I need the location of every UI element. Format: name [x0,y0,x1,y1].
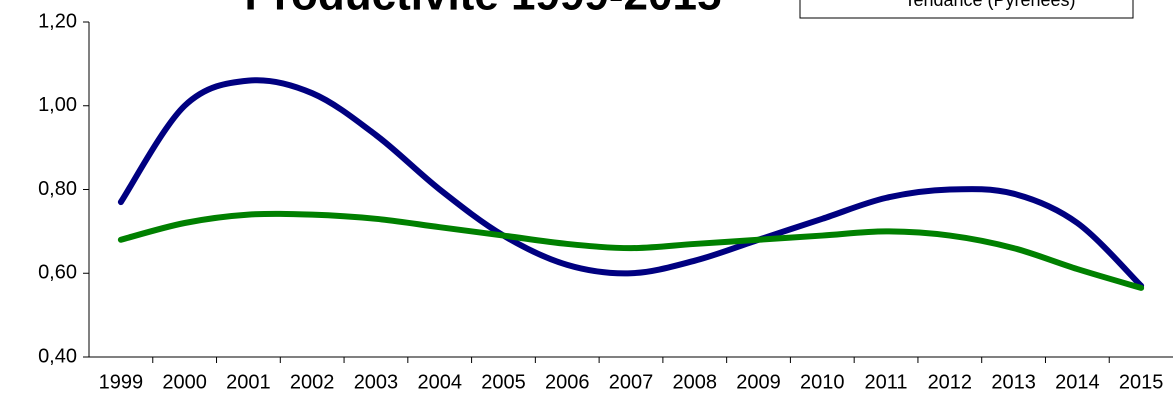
legend-entry: Tendance (Pyrénées) [904,0,1075,10]
x-tick-label: 2002 [290,371,335,393]
x-tick-label: 2007 [609,371,654,393]
x-tick-label: 2004 [417,371,462,393]
x-tick-label: 2012 [928,371,973,393]
y-tick-label: 1,00 [38,94,77,116]
x-tick-label: 2009 [736,371,781,393]
y-tick-label: 0,80 [38,178,77,200]
y-tick-label: 1,20 [38,10,77,32]
y-tick-label: 0,60 [38,262,77,284]
x-tick-label: 2013 [991,371,1036,393]
x-tick-label: 2008 [673,371,718,393]
x-tick-label: 2014 [1055,371,1100,393]
x-tick-label: 2006 [545,371,590,393]
x-tick-label: 1999 [99,371,144,393]
x-tick-label: 2000 [162,371,207,393]
x-tick-label: 2005 [481,371,526,393]
x-tick-label: 2001 [226,371,271,393]
line-series [117,77,1145,289]
line-series [117,210,1145,291]
x-tick-label: 2011 [865,371,908,393]
chart-title: Productivité 1999-2015 [245,0,722,20]
legend-box [799,0,1134,19]
y-tick-label: 0,40 [38,345,77,367]
x-tick-label: 2015 [1119,371,1164,393]
x-tick-label: 2003 [354,371,399,393]
x-tick-label: 2010 [800,371,845,393]
